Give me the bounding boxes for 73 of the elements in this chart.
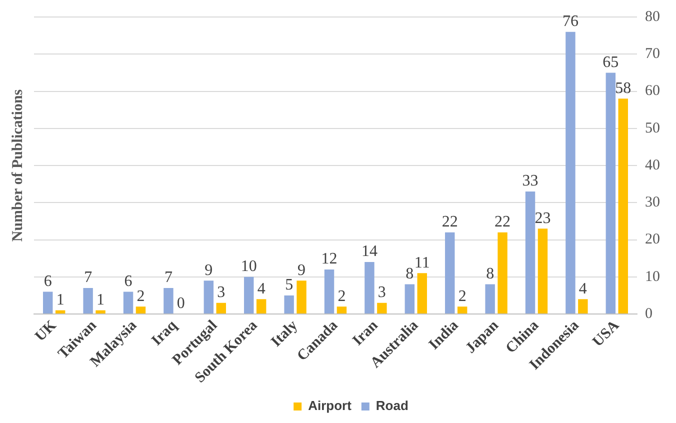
- y-tick-label: 0: [645, 306, 652, 322]
- bar: [404, 284, 415, 314]
- bar: [377, 302, 387, 314]
- data-label: 14: [361, 243, 378, 260]
- bar: [284, 295, 294, 314]
- bar: [123, 292, 134, 314]
- data-label: 8: [486, 266, 494, 283]
- bar: [83, 288, 93, 314]
- data-label: 58: [615, 80, 632, 97]
- bar: [43, 292, 53, 314]
- bar: [244, 276, 254, 314]
- y-axis-title: Number of Publications: [10, 89, 26, 242]
- x-tick-label: USA: [590, 318, 623, 350]
- bar: [364, 262, 374, 314]
- bar: [55, 310, 66, 314]
- data-label: 1: [96, 292, 105, 308]
- legend-label: Airport: [308, 398, 352, 414]
- bar: [498, 232, 508, 314]
- y-tick-label: 60: [645, 83, 660, 100]
- data-label: 7: [84, 269, 92, 286]
- bar: [136, 306, 146, 314]
- bar: [96, 310, 106, 314]
- data-label: 65: [602, 54, 619, 71]
- data-label: 12: [321, 250, 338, 268]
- data-label: 3: [217, 284, 226, 302]
- data-label: 6: [124, 272, 132, 290]
- bar: [216, 302, 226, 314]
- data-label: 9: [204, 262, 213, 279]
- bar: [578, 299, 588, 314]
- data-label: 2: [458, 288, 466, 305]
- y-tick-label: 50: [645, 120, 660, 136]
- bar: [618, 98, 628, 314]
- data-label: 8: [406, 266, 414, 283]
- bar: [538, 228, 548, 314]
- y-tick-label: 70: [645, 46, 660, 62]
- data-label: 7: [164, 269, 172, 286]
- y-tick-label: 30: [645, 194, 660, 211]
- data-label: 33: [522, 172, 538, 190]
- bar: [417, 273, 427, 314]
- bar: [485, 284, 495, 314]
- y-tick-label: 20: [645, 232, 660, 248]
- data-label: 22: [494, 214, 511, 231]
- bar: [445, 232, 455, 314]
- data-label: 9: [298, 262, 306, 279]
- data-label: 2: [338, 288, 346, 305]
- bar: [336, 306, 347, 314]
- bar: [566, 32, 576, 314]
- data-label: 11: [414, 254, 430, 272]
- bar: [204, 280, 214, 314]
- bar: [296, 280, 306, 314]
- y-tick-label: 10: [645, 268, 660, 285]
- bar: [606, 72, 616, 314]
- data-label: 3: [378, 284, 386, 302]
- data-label: 4: [578, 280, 587, 298]
- bar: [164, 288, 174, 314]
- data-label: 2: [136, 288, 145, 305]
- data-label: 4: [257, 280, 266, 298]
- bar: [324, 269, 334, 314]
- data-label: 6: [44, 272, 52, 290]
- data-label: 0: [176, 295, 185, 312]
- legend-label: Road: [376, 398, 408, 414]
- bar: [256, 299, 266, 314]
- data-label: 22: [442, 214, 458, 231]
- bar: [525, 191, 536, 314]
- y-tick-label: 80: [645, 8, 660, 25]
- x-tick-label: UK: [32, 317, 60, 345]
- data-label: 10: [240, 258, 257, 276]
- bar: [457, 306, 468, 314]
- data-label: 23: [534, 210, 551, 227]
- y-tick-label: 40: [645, 157, 660, 174]
- data-label: 1: [56, 292, 64, 308]
- data-label: 76: [562, 13, 578, 30]
- data-label: 5: [285, 276, 294, 294]
